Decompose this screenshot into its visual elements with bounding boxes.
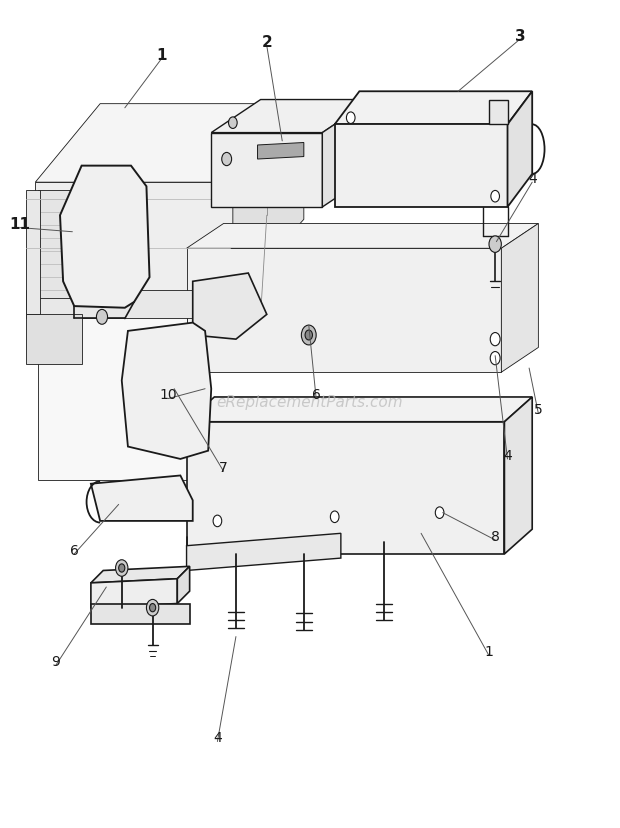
Circle shape <box>301 325 316 345</box>
Polygon shape <box>35 104 304 183</box>
Text: 4: 4 <box>528 172 536 185</box>
Circle shape <box>489 237 502 253</box>
Polygon shape <box>502 224 538 373</box>
Polygon shape <box>91 566 190 583</box>
Text: 11: 11 <box>9 217 30 232</box>
Polygon shape <box>26 291 233 319</box>
Text: 6: 6 <box>70 543 79 557</box>
Polygon shape <box>187 224 538 249</box>
Polygon shape <box>122 323 211 460</box>
Text: 10: 10 <box>159 388 177 402</box>
Circle shape <box>222 153 232 166</box>
Circle shape <box>435 508 444 519</box>
Circle shape <box>490 333 500 346</box>
Circle shape <box>305 330 312 340</box>
Polygon shape <box>91 604 190 624</box>
Text: 1: 1 <box>485 645 494 658</box>
Text: 9: 9 <box>51 655 60 668</box>
Polygon shape <box>187 397 532 422</box>
Polygon shape <box>257 143 304 160</box>
Polygon shape <box>211 100 372 133</box>
Text: 4: 4 <box>213 730 222 744</box>
Circle shape <box>146 599 159 616</box>
Polygon shape <box>187 249 502 373</box>
Polygon shape <box>322 100 372 208</box>
Polygon shape <box>187 534 341 570</box>
Text: 3: 3 <box>515 28 525 44</box>
Polygon shape <box>335 92 532 125</box>
Text: eReplacementParts.com: eReplacementParts.com <box>216 394 404 409</box>
Polygon shape <box>187 422 505 554</box>
Circle shape <box>118 564 125 572</box>
Polygon shape <box>489 100 508 125</box>
Circle shape <box>229 118 237 129</box>
Polygon shape <box>91 476 193 522</box>
Circle shape <box>213 516 222 527</box>
Polygon shape <box>38 191 100 298</box>
Circle shape <box>347 113 355 124</box>
Polygon shape <box>335 125 508 208</box>
Polygon shape <box>91 579 177 608</box>
Circle shape <box>491 191 500 203</box>
Text: 1: 1 <box>157 47 167 63</box>
Circle shape <box>490 352 500 365</box>
Polygon shape <box>508 92 532 208</box>
Polygon shape <box>505 397 532 554</box>
Polygon shape <box>211 133 322 208</box>
Polygon shape <box>38 233 187 480</box>
Polygon shape <box>35 183 233 298</box>
Circle shape <box>115 560 128 576</box>
Polygon shape <box>60 166 149 308</box>
Circle shape <box>97 310 107 325</box>
Text: 2: 2 <box>262 35 272 51</box>
Text: 5: 5 <box>534 403 542 416</box>
Text: 6: 6 <box>312 388 321 402</box>
Circle shape <box>330 512 339 523</box>
Polygon shape <box>26 315 82 364</box>
Circle shape <box>149 604 156 612</box>
Polygon shape <box>193 274 267 339</box>
Polygon shape <box>177 566 190 604</box>
Text: 7: 7 <box>219 460 228 474</box>
Text: 8: 8 <box>490 529 500 543</box>
Text: 4: 4 <box>503 448 512 462</box>
Polygon shape <box>26 191 40 315</box>
Polygon shape <box>233 104 304 298</box>
